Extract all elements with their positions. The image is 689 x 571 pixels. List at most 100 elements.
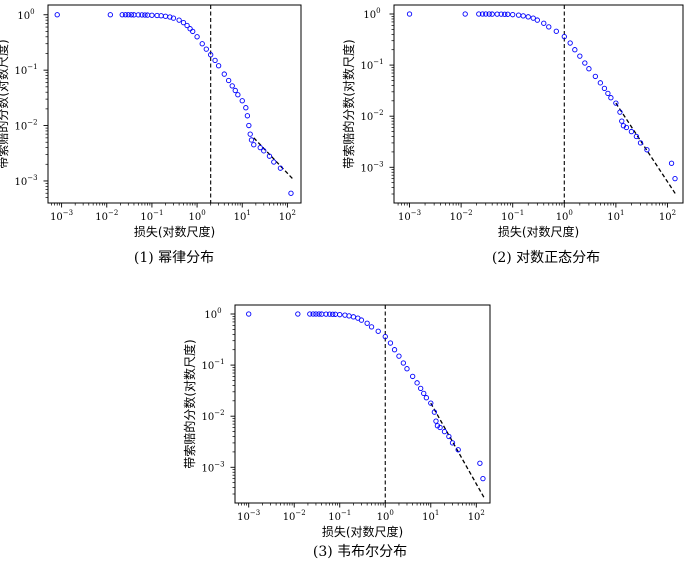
data-point [525,14,531,20]
x-tick-label: 10−3 [398,209,421,223]
data-point [628,128,635,135]
x-axis-label: 损失(对数尺度) [498,224,579,239]
chart-panel-2: 10−3 10−2 10−1 100 101 10210−310−210−1100损失(对… [341,4,684,266]
x-tick-label: 10−2 [283,509,306,523]
x-tick-label: 10−1 [140,209,163,223]
data-point [212,57,218,64]
data-point [277,165,284,171]
data-point [261,148,267,154]
data-point [239,98,245,104]
y-tick-label: 100 [17,8,34,22]
data-point [446,433,452,440]
data-point [592,73,599,80]
x-axis-label: 损失(对数尺度) [134,224,215,239]
data-point [486,11,492,17]
data-point [122,12,129,18]
data-point [449,440,456,446]
y-tick-label: 10−3 [14,174,37,188]
data-point [271,159,277,165]
data-point [330,311,336,317]
x-tick-label: 10−3 [237,509,260,523]
x-tick-label: 100 [556,209,573,223]
data-point [431,409,438,415]
data-point [199,41,205,47]
data-point [257,144,263,151]
data-point [350,314,357,320]
data-point [605,90,611,96]
data-point [162,13,169,19]
data-point [149,12,155,18]
x-tick-label: 101 [607,209,624,223]
data-point [316,311,322,317]
data-point [530,15,536,21]
data-point [391,347,398,353]
data-point [489,11,495,17]
data-point [208,52,214,58]
y-tick-label: 100 [363,7,380,21]
x-tick-label: 102 [659,209,676,223]
x-tick-label: 10−3 [50,209,73,223]
data-point [107,12,113,18]
data-point [396,353,402,359]
data-point [244,113,251,119]
data-point [437,424,443,431]
data-point [225,77,232,84]
data-point [184,22,190,29]
data-point [633,133,640,140]
data-point [546,24,552,30]
data-point [423,395,430,401]
data-point [248,137,255,143]
data-point [567,40,573,46]
y-axis-label: 带索赔的分数(对数尺度) [182,339,197,468]
data-point [232,87,238,94]
y-tick-label: 10−1 [14,63,37,77]
data-point [617,109,623,115]
x-tick-label: 102 [279,209,296,223]
y-axis-label: 带索赔的分数(对数尺度) [0,39,10,168]
data-point [295,311,301,317]
y-tick-label: 10−3 [201,460,224,474]
data-point [520,13,526,19]
data-point [135,12,141,18]
data-point [577,53,583,59]
data-point [142,12,148,18]
data-point [582,60,588,66]
fit-line [430,402,485,499]
data-point [313,311,319,317]
data-point [387,340,394,346]
plot-frame [47,4,302,204]
data-point [203,46,209,52]
x-tick-label: 100 [377,509,394,523]
data-point [479,11,486,17]
data-point [502,11,508,17]
data-point [455,447,461,453]
x-tick-label: 10−1 [328,509,351,523]
data-point [247,131,253,137]
panel-caption: (1) 幂律分布 [134,250,214,266]
data-point [480,475,486,482]
data-point [251,142,257,148]
data-point [572,47,578,53]
fit-line [615,102,678,196]
data-point [668,160,675,166]
data-point [307,311,313,317]
data-point [364,320,370,326]
data-point [477,460,483,466]
plot-frame [393,4,684,204]
data-point [561,34,567,40]
data-point [672,175,678,182]
data-point [498,11,504,17]
y-tick-label: 10−2 [360,109,383,123]
data-point [266,153,273,159]
x-axis-label: 损失(对数尺度) [322,524,403,539]
data-point [462,11,468,17]
data-point [406,11,413,17]
data-point [637,140,644,146]
data-point [586,66,592,72]
data-point [323,311,329,317]
data-point [410,373,416,380]
y-tick-label: 10−2 [201,409,224,423]
data-point [176,17,182,23]
data-point [342,312,348,318]
